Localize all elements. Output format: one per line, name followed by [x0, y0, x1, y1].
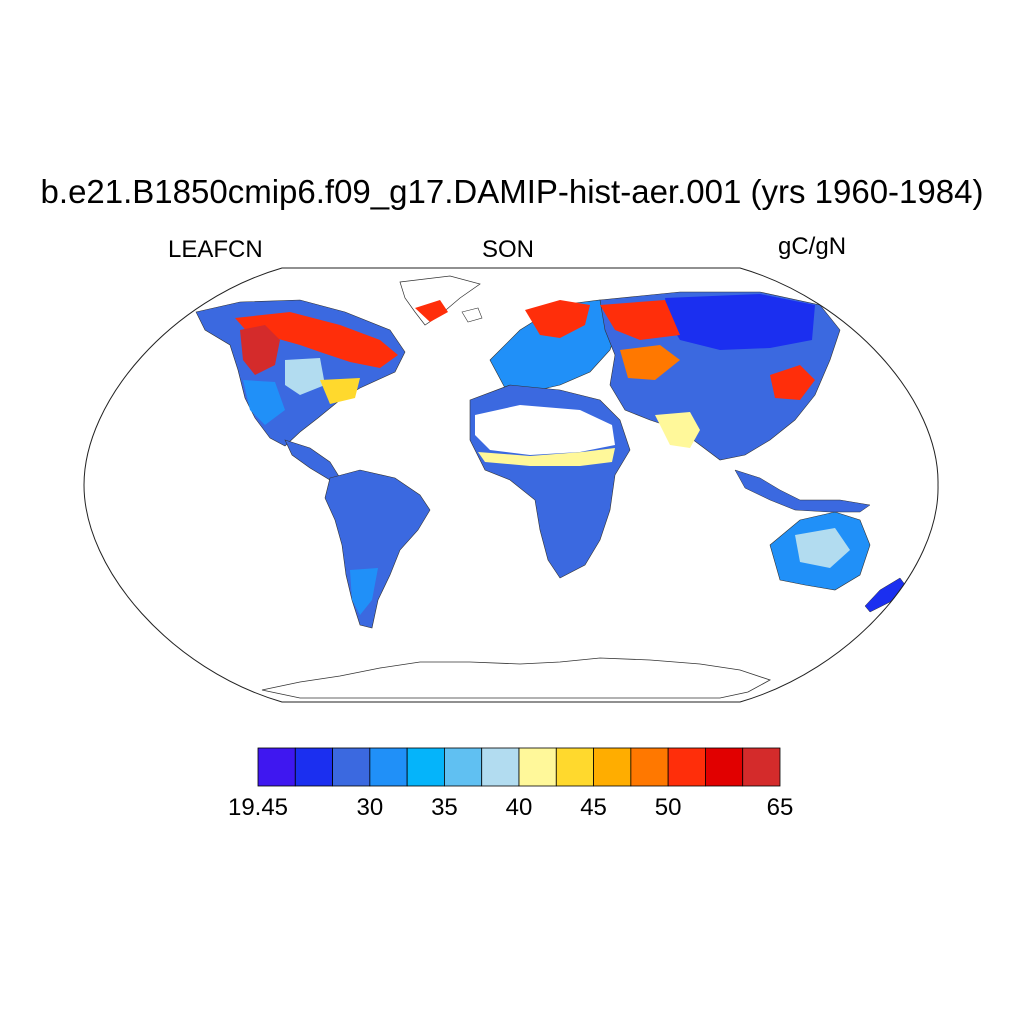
central-america-region	[284, 439, 341, 481]
colorbar-swatch-7	[518, 747, 557, 787]
iceland-outline	[461, 307, 483, 323]
asia-temperate-orange	[620, 345, 680, 380]
colorbar-tick-label: 19.45	[227, 794, 289, 821]
colorbar-swatch-2	[332, 747, 371, 787]
colorbar-swatch-5	[444, 747, 483, 787]
north-america-east-yellow	[320, 378, 360, 404]
colorbar-swatch-4	[406, 747, 445, 787]
antarctica-coastline	[261, 657, 771, 699]
south-america-patagonia-light	[350, 568, 378, 615]
southeast-asia-islands	[734, 469, 871, 513]
colorbar-swatch-10	[630, 747, 669, 787]
colorbar-swatch-8	[555, 747, 594, 787]
colorbar-tick-label: 30	[356, 794, 384, 821]
siberia-low	[665, 294, 815, 350]
colorbar-tick-label: 65	[766, 794, 794, 821]
map-title: b.e21.B1850cmip6.f09_g17.DAMIP-hist-aer.…	[40, 173, 984, 210]
colorbar-swatch-12	[705, 747, 744, 787]
india-yellow	[655, 412, 700, 448]
south-america-region	[324, 469, 431, 629]
scandinavia-high	[525, 300, 590, 338]
sahara-no-data	[475, 405, 615, 455]
east-asia-high	[770, 365, 815, 400]
colorbar-tick-label: 45	[580, 794, 607, 821]
russia-boreal-high	[600, 300, 680, 340]
colorbar-tick-label: 35	[431, 794, 458, 821]
season-label: SON	[482, 236, 535, 263]
land-fill	[195, 275, 907, 629]
greenland-south-high	[415, 300, 448, 322]
north-america-west-blue	[243, 380, 285, 425]
new-zealand-region	[864, 577, 907, 613]
colorbar-swatch-3	[369, 747, 408, 787]
colorbar-swatch-9	[593, 747, 632, 787]
units-label: gC/gN	[778, 233, 847, 260]
variable-label: LEAFCN	[168, 236, 263, 263]
globe-outline	[83, 267, 939, 703]
north-america-boreal-high	[235, 312, 398, 368]
north-america-midwest-light	[285, 358, 325, 395]
colorbar-swatch-1	[294, 747, 333, 787]
colorbar-swatch-0	[257, 747, 296, 787]
sahel-yellow-band	[478, 448, 615, 466]
australia-interior-light	[795, 528, 850, 568]
colorbar	[257, 747, 781, 787]
colorbar-tick-label: 40	[505, 794, 533, 821]
colorbar-swatch-11	[667, 747, 706, 787]
colorbar-swatch-13	[742, 747, 781, 787]
colorbar-swatch-6	[481, 747, 520, 787]
colorbar-tick-label: 50	[654, 794, 682, 821]
alaska-high	[240, 325, 280, 375]
